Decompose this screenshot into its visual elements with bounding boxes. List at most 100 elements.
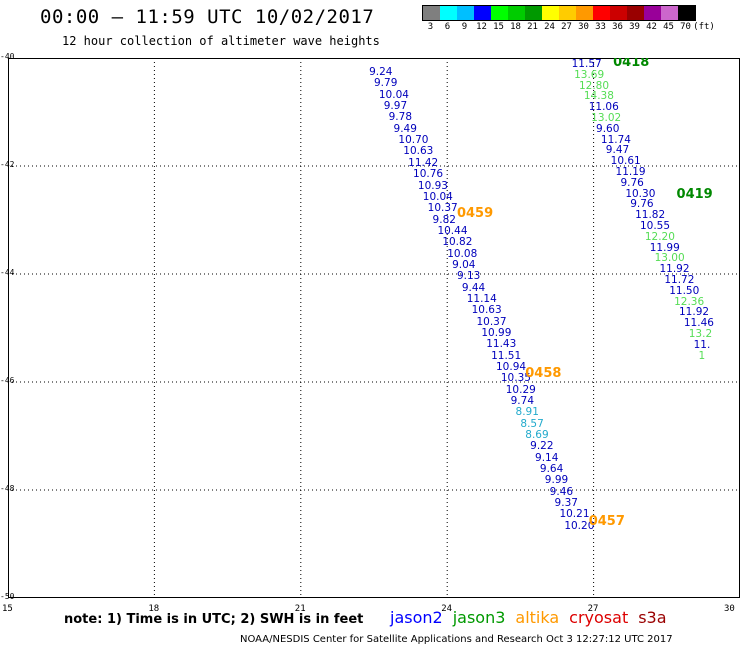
latitude-tick-label: -44 <box>0 268 15 277</box>
longitude-tick-label: 21 <box>294 604 306 614</box>
track-a-wave-height-value: 9.78 <box>388 111 413 124</box>
scale-swatch <box>678 6 695 20</box>
scale-label: 24 <box>544 22 555 32</box>
track-b-wave-height-value: 12.20 <box>644 230 675 243</box>
track-b-wave-height-value: 13.00 <box>654 252 685 265</box>
scale-swatch <box>644 6 661 20</box>
latitude-tick-label: -46 <box>0 376 15 385</box>
footer-credit: NOAA/NESDIS Center for Satellite Applica… <box>240 634 673 645</box>
track-a-wave-height-value: 9.97 <box>383 100 408 113</box>
track-a-wave-height-value: 9.99 <box>544 474 569 487</box>
track-b-wave-height-value: 11.57 <box>571 58 602 70</box>
track-a-wave-height-value: 10.20 <box>564 519 595 532</box>
track-a-wave-height-value: 10.21 <box>559 508 590 521</box>
track-a-wave-height-value: 11.43 <box>486 338 517 351</box>
track-b-wave-height-value: 11.82 <box>635 209 666 222</box>
track-b-wave-height-value: 9.76 <box>630 198 654 211</box>
longitude-tick-label: 18 <box>148 604 160 614</box>
track-a-wave-height-value: 10.99 <box>481 326 512 339</box>
scale-swatch <box>610 6 627 20</box>
legend-s3a: s3a <box>638 608 667 627</box>
scale-swatch <box>491 6 508 20</box>
scale-swatch <box>440 6 457 20</box>
track-b-wave-height-value: 13.69 <box>574 68 605 81</box>
legend-cryosat: cryosat <box>569 608 629 627</box>
track-a-wave-height-value: 9.04 <box>452 258 476 271</box>
track-b-wave-height-value: 9.60 <box>596 122 620 135</box>
track-a-wave-height-value: 11.42 <box>408 156 439 169</box>
scale-label: 9 <box>461 22 468 32</box>
legend-jason3: jason3 <box>452 608 506 627</box>
track-a-pass-time-label: 0459 <box>456 206 494 222</box>
track-a-pass-time-label: 0458 <box>525 365 562 381</box>
scale-label: 18 <box>510 22 521 32</box>
track-a-wave-height-value: 9.13 <box>456 270 481 283</box>
legend-jason2: jason2 <box>390 608 443 627</box>
legend-altika: altika <box>515 608 560 627</box>
longitude-tick-label: 24 <box>441 604 453 614</box>
track-a-wave-height-value: 9.64 <box>539 463 564 475</box>
track-a-wave-height-value: 9.22 <box>530 440 554 453</box>
track-b-wave-height-value: 10.55 <box>639 220 671 232</box>
track-b-wave-height-value: 11.92 <box>659 263 690 276</box>
track-a-wave-height-value: 11.51 <box>491 349 522 362</box>
wave-height-color-scale <box>422 5 696 21</box>
scale-swatch <box>474 6 491 20</box>
scale-label: 30 <box>578 22 589 32</box>
longitude-tick-label: 27 <box>587 604 599 614</box>
scale-unit: (ft) <box>693 22 715 32</box>
track-a-wave-height-value: 10.04 <box>422 190 453 203</box>
satellite-legend: jason2 jason3 altika cryosat s3a <box>390 608 677 627</box>
scale-label: 3 <box>427 22 434 32</box>
track-b-wave-height-value: 11.72 <box>664 274 695 286</box>
scale-label: 27 <box>561 22 572 32</box>
track-a-wave-height-value: 9.49 <box>393 122 417 135</box>
track-a-wave-height-value: 9.37 <box>554 497 578 510</box>
longitude-tick-label: 15 <box>2 604 13 614</box>
scale-swatch <box>559 6 576 20</box>
map-plot-area: 9.24 9.79 10.04 9.97 9.78 9.49 10.70 10.63 11.42… <box>8 58 740 598</box>
latitude-tick-label: -50 <box>0 592 15 601</box>
track-a-wave-height-value: 9.74 <box>510 394 535 407</box>
track-a-wave-height-value: 9.79 <box>374 77 398 90</box>
scale-label: 21 <box>527 22 538 32</box>
map-title: 00:00 — 11:59 UTC 10/02/2017 <box>40 6 375 28</box>
track-a-wave-height-value: 10.63 <box>471 304 502 317</box>
track-b-pass-time-label: 0419 <box>676 187 713 203</box>
track-a-wave-height-value: 10.37 <box>427 202 458 215</box>
scale-label: 36 <box>612 22 623 32</box>
scale-label: 39 <box>629 22 640 32</box>
scale-swatch <box>576 6 593 20</box>
latitude-tick-label: -40 <box>0 52 15 61</box>
track-b-wave-height-value: 9.47 <box>605 144 630 157</box>
track-a-wave-height-value: 9.44 <box>461 281 486 294</box>
color-scale-labels: 3 6 9 12 15 18 21 24 27 30 33 36 39 42 45 70 (ft) <box>422 22 740 34</box>
scale-swatch <box>525 6 542 20</box>
track-a-wave-height-value: 10.70 <box>398 134 429 147</box>
scale-swatch <box>508 6 525 20</box>
track-b-wave-height-value: 11.50 <box>669 284 700 297</box>
track-b-wave-height-value: 11.46 <box>683 317 714 330</box>
track-b-wave-height-value: 13.02 <box>591 112 622 124</box>
track-a-pass-time-label: 0457 <box>588 514 625 529</box>
track-b-wave-height-value: 11.06 <box>588 101 619 114</box>
track-a-wave-height-value: 9.46 <box>549 485 574 498</box>
track-a-wave-height-value: 8.69 <box>525 428 549 441</box>
track-a-wave-height-value: 10.63 <box>403 145 434 158</box>
track-b-wave-height-value: 11.99 <box>649 241 680 254</box>
track-a-wave-height-value: 9.82 <box>432 213 456 226</box>
latitude-tick-label: -48 <box>0 484 15 493</box>
track-b-wave-height-value: 14.38 <box>583 90 614 103</box>
scale-label: 70 <box>680 22 691 32</box>
map-subtitle: 12 hour collection of altimeter wave hei… <box>62 34 380 48</box>
track-a-wave-height-value: 9.24 <box>369 66 393 79</box>
track-b-wave-height-value: 13.2 <box>688 328 713 340</box>
track-a-wave-height-value: 9.14 <box>535 451 559 464</box>
track-b-wave-height-value: 1 <box>698 349 706 362</box>
track-a-wave-height-value: 10.37 <box>476 315 507 328</box>
track-a-wave-height-value: 10.82 <box>442 236 473 249</box>
scale-swatch <box>593 6 610 20</box>
scale-swatch <box>423 6 440 20</box>
track-b-wave-height-value: 12.36 <box>674 295 705 308</box>
track-a-wave-height-value: 10.04 <box>378 88 409 101</box>
